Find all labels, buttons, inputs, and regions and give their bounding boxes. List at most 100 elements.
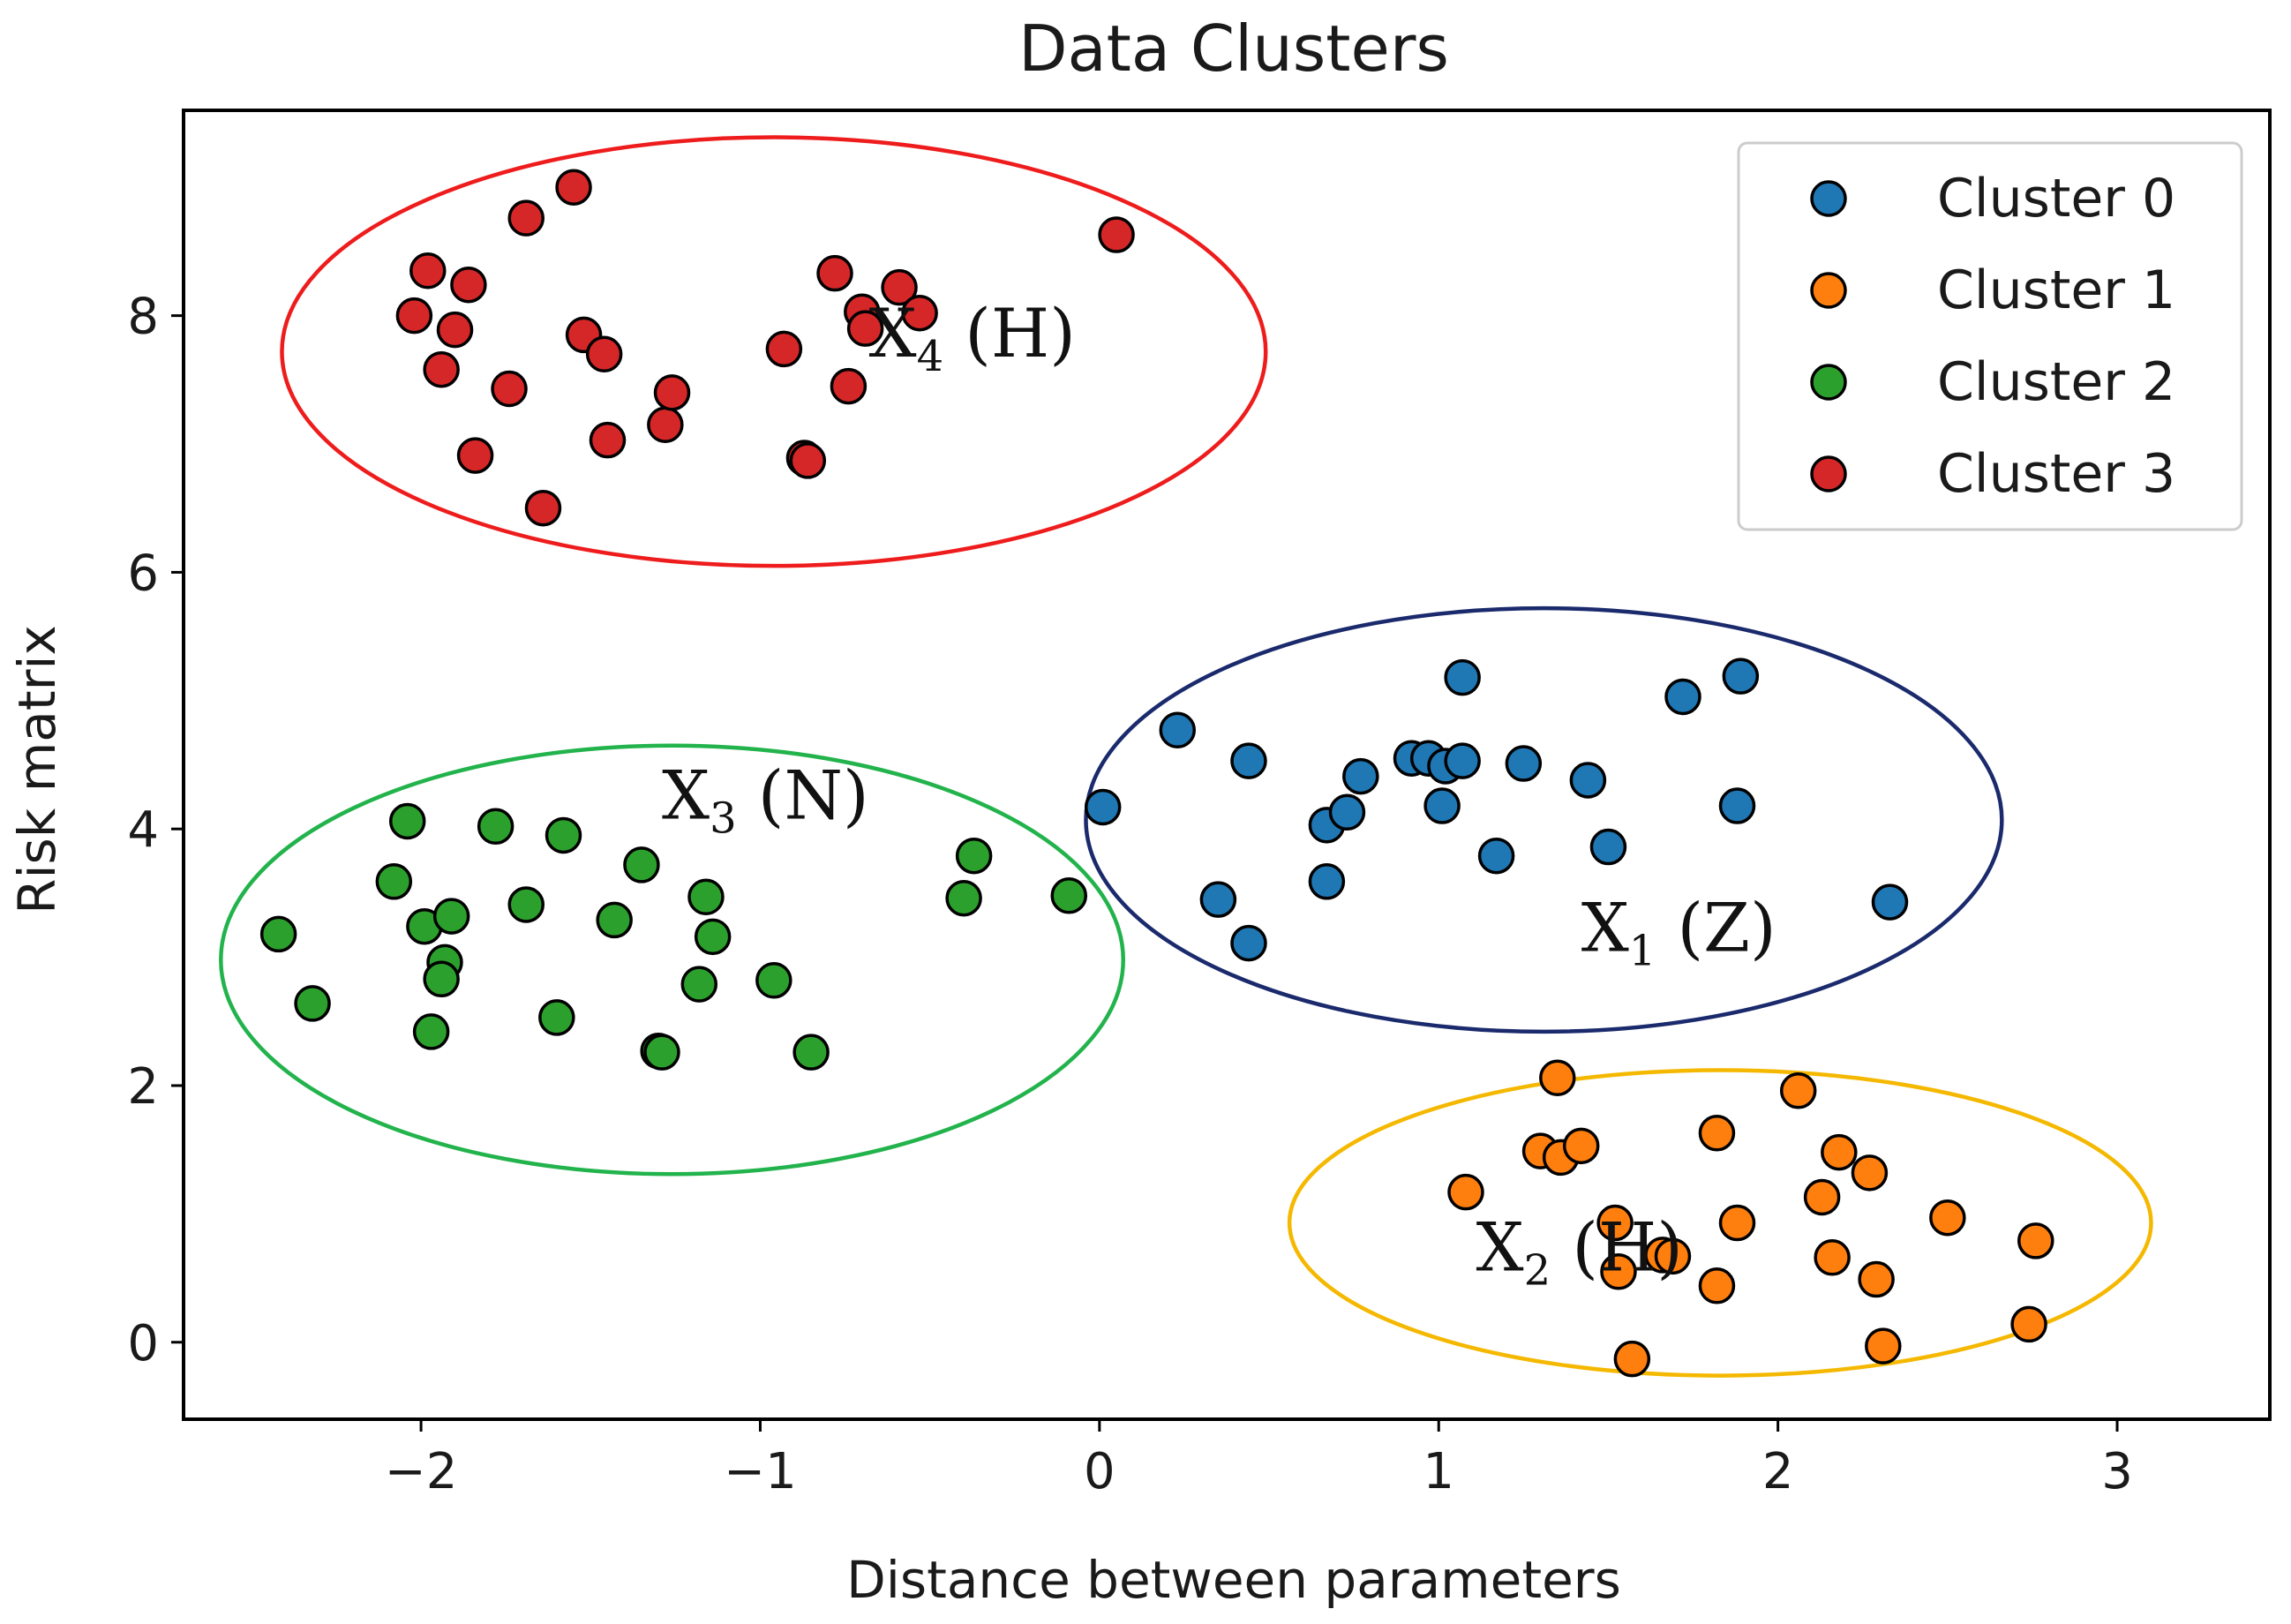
- cluster-3-point: [846, 310, 884, 347]
- cluster-2-point: [259, 915, 297, 953]
- cluster-2-point: [477, 808, 515, 846]
- cluster-3-point: [450, 266, 487, 304]
- cluster-1-point: [1814, 1239, 1851, 1276]
- cluster-3-point: [647, 406, 684, 443]
- cluster-1-point: [1803, 1178, 1841, 1216]
- cluster-2-point: [432, 898, 470, 935]
- cluster-0-point: [1722, 658, 1760, 695]
- cluster-1-point: [1600, 1253, 1637, 1290]
- y-tick-label: 4: [127, 801, 159, 859]
- cluster-0-point: [1444, 742, 1481, 779]
- cluster-2-point: [375, 863, 413, 900]
- cluster-2-point: [596, 901, 633, 939]
- cluster-3-point: [507, 199, 545, 237]
- cluster-1-point: [1865, 1327, 1902, 1365]
- y-tick-label: 2: [127, 1058, 159, 1116]
- legend-marker: [1810, 364, 1847, 401]
- cluster-3-point: [901, 294, 938, 332]
- x-tick-label: 0: [1084, 1443, 1115, 1500]
- legend-marker: [1810, 455, 1847, 492]
- x-axis-label: Distance between parameters: [846, 1550, 1621, 1610]
- cluster-ellipse-3: [280, 135, 1268, 568]
- cluster-0-point: [1199, 881, 1237, 918]
- cluster-0-point: [1871, 883, 1909, 921]
- cluster-2-point: [507, 886, 545, 923]
- cluster-3-point: [491, 370, 528, 408]
- cluster-3-point: [409, 252, 447, 289]
- cluster-2-point: [388, 802, 426, 840]
- cluster-3-point: [456, 437, 494, 474]
- cluster-0-point: [1230, 924, 1267, 962]
- cluster-1-point: [1539, 1059, 1576, 1097]
- cluster-3-point: [436, 311, 474, 349]
- cluster-0-point: [1569, 762, 1607, 799]
- cluster-2-point: [423, 960, 460, 998]
- legend-box: [1737, 141, 2243, 531]
- cluster-annotation-3: X4 (H): [868, 294, 1075, 381]
- cluster-0-point: [1505, 745, 1543, 782]
- cluster-3-point: [589, 421, 627, 459]
- cluster-2-point: [694, 918, 732, 956]
- cluster-annotation-1: X2 (H): [1476, 1207, 1683, 1295]
- cluster-0-point: [1589, 828, 1627, 866]
- cluster-ellipse-1: [1287, 1068, 2153, 1378]
- cluster-3-point: [765, 330, 803, 368]
- y-tick-label: 0: [127, 1315, 159, 1372]
- cluster-1-point: [1562, 1127, 1600, 1165]
- cluster-1-point: [2017, 1222, 2054, 1259]
- cluster-annotation-0: X1 (Z): [1581, 888, 1776, 975]
- cluster-2-point: [538, 999, 575, 1036]
- y-axis-label: Risk matrix: [7, 625, 67, 914]
- cluster-2-point: [945, 879, 982, 917]
- legend-marker: [1810, 180, 1847, 217]
- cluster-ellipse-0: [1084, 605, 2004, 1034]
- y-tick-label: 8: [127, 289, 159, 346]
- cluster-3-point: [653, 374, 691, 411]
- cluster-2-point: [623, 846, 660, 883]
- cluster-3-point: [1098, 216, 1135, 253]
- cluster-2-point: [955, 837, 993, 875]
- cluster-0-point: [1308, 863, 1346, 900]
- cluster-0-point: [1423, 787, 1461, 824]
- x-tick-label: −1: [724, 1443, 797, 1500]
- cluster-2-point: [1050, 877, 1088, 914]
- cluster-1-point: [1821, 1133, 1858, 1171]
- chart-title: Data Clusters: [1018, 11, 1449, 86]
- cluster-1-point: [1596, 1204, 1634, 1242]
- cluster-1-point: [1718, 1204, 1756, 1242]
- cluster-2-point: [755, 962, 792, 999]
- cluster-1-point: [1698, 1115, 1736, 1152]
- cluster-2-point: [643, 1034, 680, 1071]
- cluster-2-point: [687, 878, 725, 916]
- cluster-1-point: [1654, 1237, 1692, 1275]
- cluster-2-point: [545, 816, 582, 854]
- legend-marker: [1810, 272, 1847, 309]
- x-tick-label: 3: [2101, 1443, 2133, 1500]
- cluster-0-point: [1159, 711, 1197, 748]
- legend-label: Cluster 2: [1937, 351, 2175, 413]
- cluster-1-point: [1447, 1173, 1484, 1211]
- cluster-2-point: [680, 966, 718, 1003]
- x-axis: −2 −1 0 1 2 3: [385, 1419, 2133, 1500]
- cluster-0-point: [1084, 788, 1122, 826]
- cluster-0-point: [1718, 787, 1756, 824]
- cluster-0-point: [1444, 658, 1481, 696]
- legend-label: Cluster 1: [1937, 259, 2175, 321]
- y-tick-label: 6: [127, 545, 159, 602]
- cluster-0-point: [1664, 678, 1701, 716]
- legend-label: Cluster 0: [1937, 168, 2175, 229]
- cluster-1-point: [1929, 1199, 1966, 1237]
- cluster-0-point: [1477, 837, 1515, 875]
- axes-frame: [182, 109, 2272, 1421]
- cluster-3-point: [816, 254, 853, 292]
- cluster-1-point: [2010, 1305, 2047, 1343]
- cluster-0-point: [1328, 793, 1366, 831]
- cluster-3-point: [789, 442, 827, 479]
- legend-label: Cluster 3: [1937, 443, 2175, 505]
- x-tick-label: −2: [385, 1443, 458, 1500]
- cluster-1-point: [1698, 1267, 1736, 1304]
- plot-area: X1 (Z) X2 (H) X3 (N) X4 (H): [219, 135, 2153, 1378]
- cluster-2-point: [294, 985, 331, 1022]
- cluster-1-point: [1779, 1072, 1817, 1109]
